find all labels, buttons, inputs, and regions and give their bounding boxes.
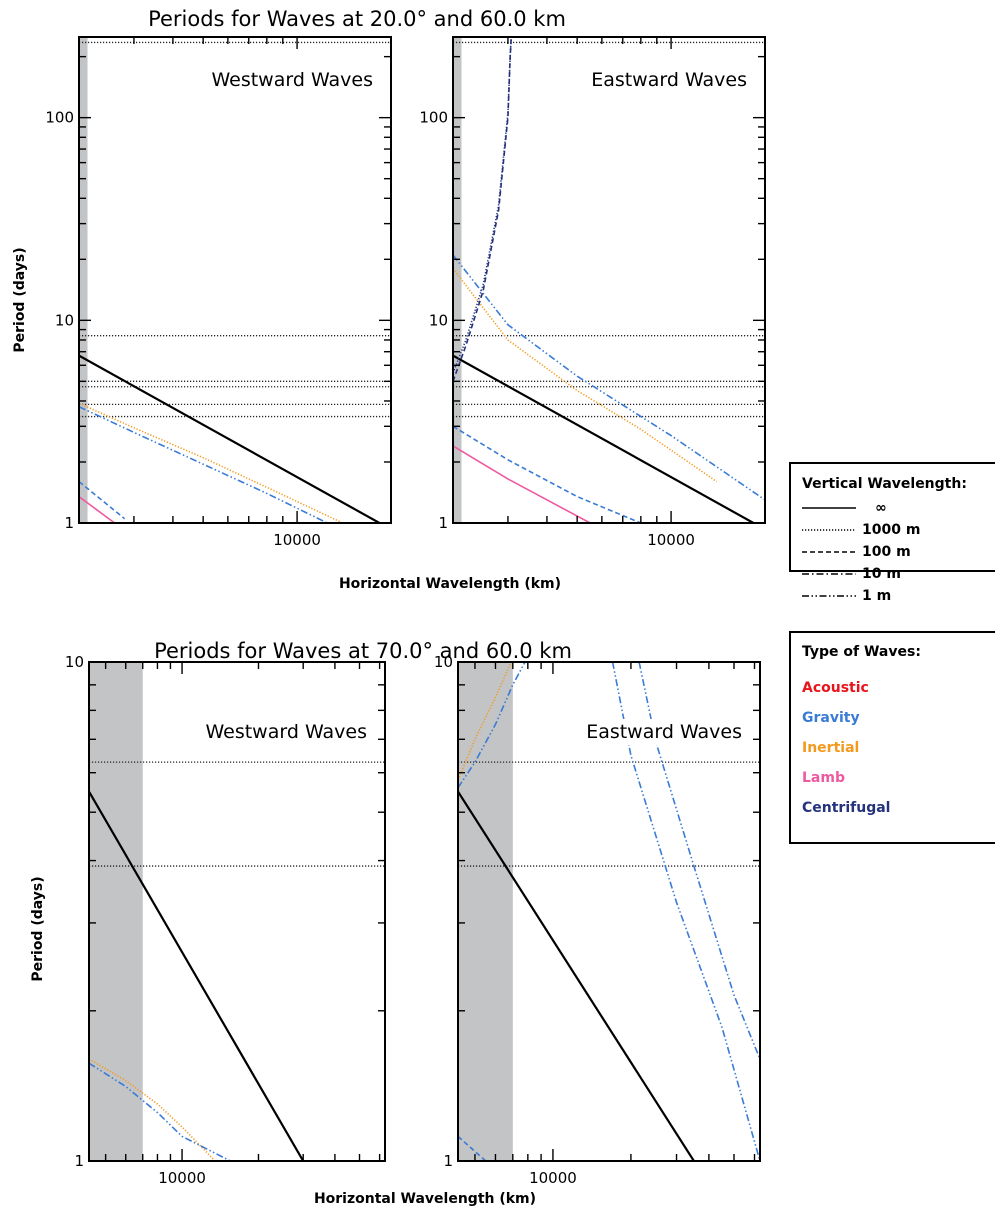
x-tick-label: 10000	[273, 531, 321, 549]
y-tick-label: 100	[419, 109, 448, 127]
y-tick-label: 1	[443, 1152, 453, 1170]
series-inertial-curve	[458, 791, 695, 1161]
series-gravity-curve	[638, 662, 760, 1060]
shaded-region	[458, 662, 513, 1161]
series-lamb-curve	[79, 495, 116, 523]
figure-2-y-axis-label: Period (days)	[30, 876, 46, 981]
y-tick-label: 1	[438, 514, 448, 532]
panel-bottom-eastward: 1 10 10000 Eastward Waves	[434, 653, 761, 1187]
panel-label-backing	[587, 67, 751, 93]
series-inertial-curve	[89, 1058, 216, 1161]
series-centrifugal-curve	[453, 37, 513, 374]
series-inertial-curve	[79, 402, 344, 523]
panel-label-backing	[207, 67, 377, 93]
legend-vertical-box	[789, 462, 995, 572]
legend-vertical-wavelength: Vertical Wavelength: ∞ 1000 m 100 m 10 m 1 m	[789, 462, 995, 604]
y-tick-label: 1	[64, 514, 74, 532]
legend-type-gravity: Gravity	[802, 710, 860, 726]
series-gravity-curve	[79, 405, 328, 523]
panel-label-backing	[201, 719, 371, 745]
legend-type-inertial: Inertial	[802, 740, 859, 756]
series-gravity-curve	[89, 1062, 231, 1161]
legend-types-box	[789, 631, 995, 844]
figure-2-title: Periods for Waves at 70.0° and 60.0 km	[154, 639, 572, 663]
legend-vertical-title: Vertical Wavelength:	[802, 476, 967, 492]
panel-bottom-westward: 1 10 10000 Westward Waves	[65, 653, 386, 1187]
figure-2-x-axis-label: Horizontal Wavelength (km)	[314, 1191, 536, 1207]
legend-type-lamb: Lamb	[802, 770, 845, 786]
x-tick-label: 10000	[647, 531, 695, 549]
panel-label: Eastward Waves	[586, 721, 742, 743]
y-tick-label: 10	[429, 311, 448, 329]
series-gravity-curve	[458, 662, 526, 789]
y-tick-label: 100	[45, 109, 74, 127]
panel-top-westward: 1 10 100 10000 Westward Waves	[45, 36, 392, 549]
panel-top-eastward: 1 10 100 10000 Eastward Waves	[419, 36, 766, 549]
x-tick-label: 10000	[158, 1169, 206, 1187]
legend-type-acoustic: Acoustic	[802, 680, 869, 696]
y-tick-label: 1	[74, 1152, 84, 1170]
series-inertial-curve	[79, 354, 382, 523]
series-gravity-curve	[453, 425, 642, 523]
panel-label: Westward Waves	[211, 69, 373, 91]
figure-1-y-axis-label: Period (days)	[12, 247, 28, 352]
y-tick-label: 10	[65, 653, 84, 671]
panel-label: Eastward Waves	[591, 69, 747, 91]
figure-1-title: Periods for Waves at 20.0° and 60.0 km	[148, 7, 566, 31]
shaded-region	[453, 37, 462, 523]
shaded-region	[79, 37, 88, 523]
legend-item-label: 100 m	[862, 544, 911, 560]
series-gravity-curve	[453, 254, 765, 501]
series-gravity-curve	[458, 1135, 487, 1161]
series-inertial-curve	[458, 662, 512, 781]
plot-frame	[88, 661, 386, 1162]
panel-label: Westward Waves	[205, 721, 367, 743]
legend-item-label: 1 m	[862, 588, 891, 604]
plot-frame	[78, 36, 392, 524]
series-gravity-curve	[79, 480, 126, 520]
legend-type-centrifugal: Centrifugal	[802, 800, 890, 816]
legend-item-label: ∞	[875, 500, 887, 516]
series-inertial-curve	[89, 791, 305, 1161]
legend-wave-types: Type of Waves: Acoustic Gravity Inertial La…	[789, 631, 995, 844]
legend-item-label: 10 m	[862, 566, 901, 582]
legend-types-title: Type of Waves:	[802, 644, 921, 660]
series-lamb-curve	[453, 445, 591, 523]
series-inertial-curve	[453, 354, 756, 523]
legend-item-label: 1000 m	[862, 522, 920, 538]
y-tick-label: 10	[434, 653, 453, 671]
series-centrifugal-curve	[453, 37, 513, 382]
y-tick-label: 10	[55, 311, 74, 329]
shaded-region	[89, 662, 143, 1161]
figure-1-x-axis-label: Horizontal Wavelength (km)	[339, 576, 561, 592]
plot-frame	[452, 36, 766, 524]
plot-frame	[457, 661, 761, 1162]
x-tick-label: 10000	[529, 1169, 577, 1187]
panel-label-backing	[582, 719, 746, 745]
series-inertial-curve	[453, 268, 718, 483]
